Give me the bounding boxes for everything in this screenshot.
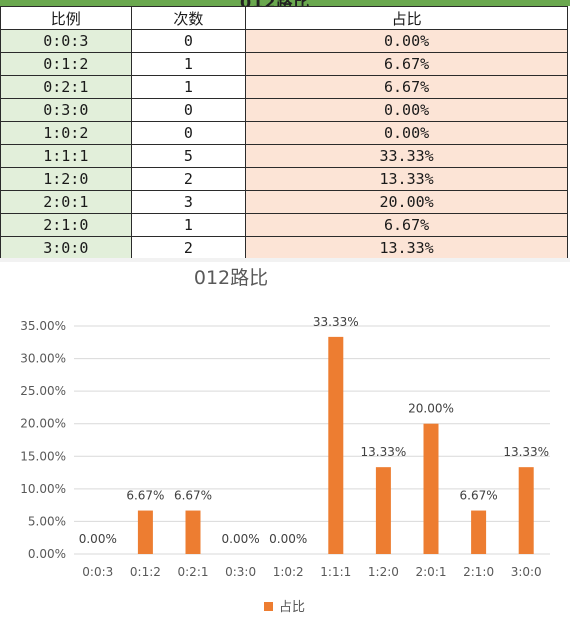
bar (137, 510, 153, 554)
table-row: 0:3:0 0 0.00% (0, 98, 568, 122)
data-label: 6.67% (460, 489, 498, 503)
cell-ratio[interactable]: 1:0:2 (0, 121, 132, 145)
cell-percent[interactable]: 13.33% (245, 167, 568, 191)
x-tick-label: 1:1:1 (320, 565, 351, 579)
x-tick-label: 1:0:2 (273, 565, 304, 579)
cell-ratio[interactable]: 3:0:0 (0, 236, 132, 260)
data-label: 0.00% (269, 532, 307, 546)
data-label: 13.33% (361, 445, 407, 459)
bar (375, 467, 391, 554)
data-label: 6.67% (174, 489, 212, 503)
bar-chart: 012路比 0.00% 5.00% 10.00% 15.00% 20.00% 25.00% 3… (20, 267, 550, 615)
table-row: 3:0:0 2 13.33% (0, 236, 568, 260)
table-row: 2:0:1 3 20.00% (0, 190, 568, 214)
x-tick-label: 2:1:0 (463, 565, 494, 579)
cell-percent[interactable]: 13.33% (245, 236, 568, 260)
cell-count[interactable]: 2 (130, 167, 247, 191)
cell-ratio[interactable]: 1:2:0 (0, 167, 132, 191)
cell-count[interactable]: 5 (130, 144, 247, 168)
x-tick-label: 0:1:2 (130, 565, 161, 579)
cell-count[interactable]: 0 (130, 98, 247, 122)
cell-percent[interactable]: 0.00% (245, 121, 568, 145)
x-tick-label: 1:2:0 (368, 565, 399, 579)
y-tick-label: 5.00% (28, 514, 66, 528)
table-row: 1:0:2 0 0.00% (0, 121, 568, 145)
cell-ratio[interactable]: 0:0:3 (0, 29, 132, 53)
bar (185, 510, 201, 554)
cell-ratio[interactable]: 2:0:1 (0, 190, 132, 214)
data-label: 0.00% (79, 532, 117, 546)
header-count: 次数 (130, 6, 247, 30)
y-tick-label: 20.00% (20, 417, 66, 431)
cell-count[interactable]: 3 (130, 190, 247, 214)
sheet-gap (0, 258, 570, 262)
data-label: 13.33% (503, 445, 549, 459)
cell-count[interactable]: 1 (130, 75, 247, 99)
y-tick-label: 10.00% (20, 482, 66, 496)
data-label: 6.67% (126, 489, 164, 503)
cell-count[interactable]: 1 (130, 213, 247, 237)
cell-percent[interactable]: 0.00% (245, 29, 568, 53)
table-row: 0:0:3 0 0.00% (0, 29, 568, 53)
cell-ratio[interactable]: 2:1:0 (0, 213, 132, 237)
data-label: 20.00% (408, 402, 454, 416)
cell-ratio[interactable]: 1:1:1 (0, 144, 132, 168)
cell-count[interactable]: 0 (130, 29, 247, 53)
cell-count[interactable]: 1 (130, 52, 247, 76)
x-tick-label: 2:0:1 (416, 565, 447, 579)
cell-percent[interactable]: 33.33% (245, 144, 568, 168)
cell-count[interactable]: 2 (130, 236, 247, 260)
cell-ratio[interactable]: 0:1:2 (0, 52, 132, 76)
chart-title: 012路比 (194, 267, 268, 289)
x-tick-label: 3:0:0 (511, 565, 542, 579)
data-table: 比例 次数 占比 0:0:3 0 0.00% 0:1:2 1 6.67% 0:2:1 1 6.6… (0, 6, 568, 260)
legend-label: 占比 (279, 600, 305, 615)
y-tick-label: 35.00% (20, 319, 66, 333)
cell-percent[interactable]: 20.00% (245, 190, 568, 214)
cell-count[interactable]: 0 (130, 121, 247, 145)
bar (328, 336, 344, 554)
y-tick-label: 30.00% (20, 352, 66, 366)
table-row: 2:1:0 1 6.67% (0, 213, 568, 237)
cell-ratio[interactable]: 0:3:0 (0, 98, 132, 122)
cell-percent[interactable]: 0.00% (245, 98, 568, 122)
table-row: 1:2:0 2 13.33% (0, 167, 568, 191)
header-ratio: 比例 (0, 6, 132, 30)
y-tick-label: 15.00% (20, 449, 66, 463)
cell-percent[interactable]: 6.67% (245, 213, 568, 237)
table-body: 0:0:3 0 0.00% 0:1:2 1 6.67% 0:2:1 1 6.67% 0:3:0 0 0… (0, 29, 568, 260)
table-row: 0:1:2 1 6.67% (0, 52, 568, 76)
bar (518, 467, 534, 554)
x-tick-label: 0:0:3 (82, 565, 113, 579)
cell-percent[interactable]: 6.67% (245, 52, 568, 76)
table-header-row: 比例 次数 占比 (0, 6, 568, 30)
y-tick-label: 0.00% (28, 547, 66, 561)
bar (471, 510, 487, 554)
table-row: 0:2:1 1 6.67% (0, 75, 568, 99)
x-tick-label: 0:3:0 (225, 565, 256, 579)
header-percent: 占比 (245, 6, 568, 30)
data-label: 0.00% (222, 532, 260, 546)
cell-ratio[interactable]: 0:2:1 (0, 75, 132, 99)
data-label: 33.33% (313, 315, 359, 329)
chart-area[interactable]: 012路比 0.00% 5.00% 10.00% 15.00% 20.00% 25.00% 3… (2, 262, 568, 634)
bar (423, 423, 439, 554)
table-row: 1:1:1 5 33.33% (0, 144, 568, 168)
y-tick-label: 25.00% (20, 384, 66, 398)
x-tick-label: 0:2:1 (178, 565, 209, 579)
cell-percent[interactable]: 6.67% (245, 75, 568, 99)
legend-swatch (264, 602, 273, 611)
